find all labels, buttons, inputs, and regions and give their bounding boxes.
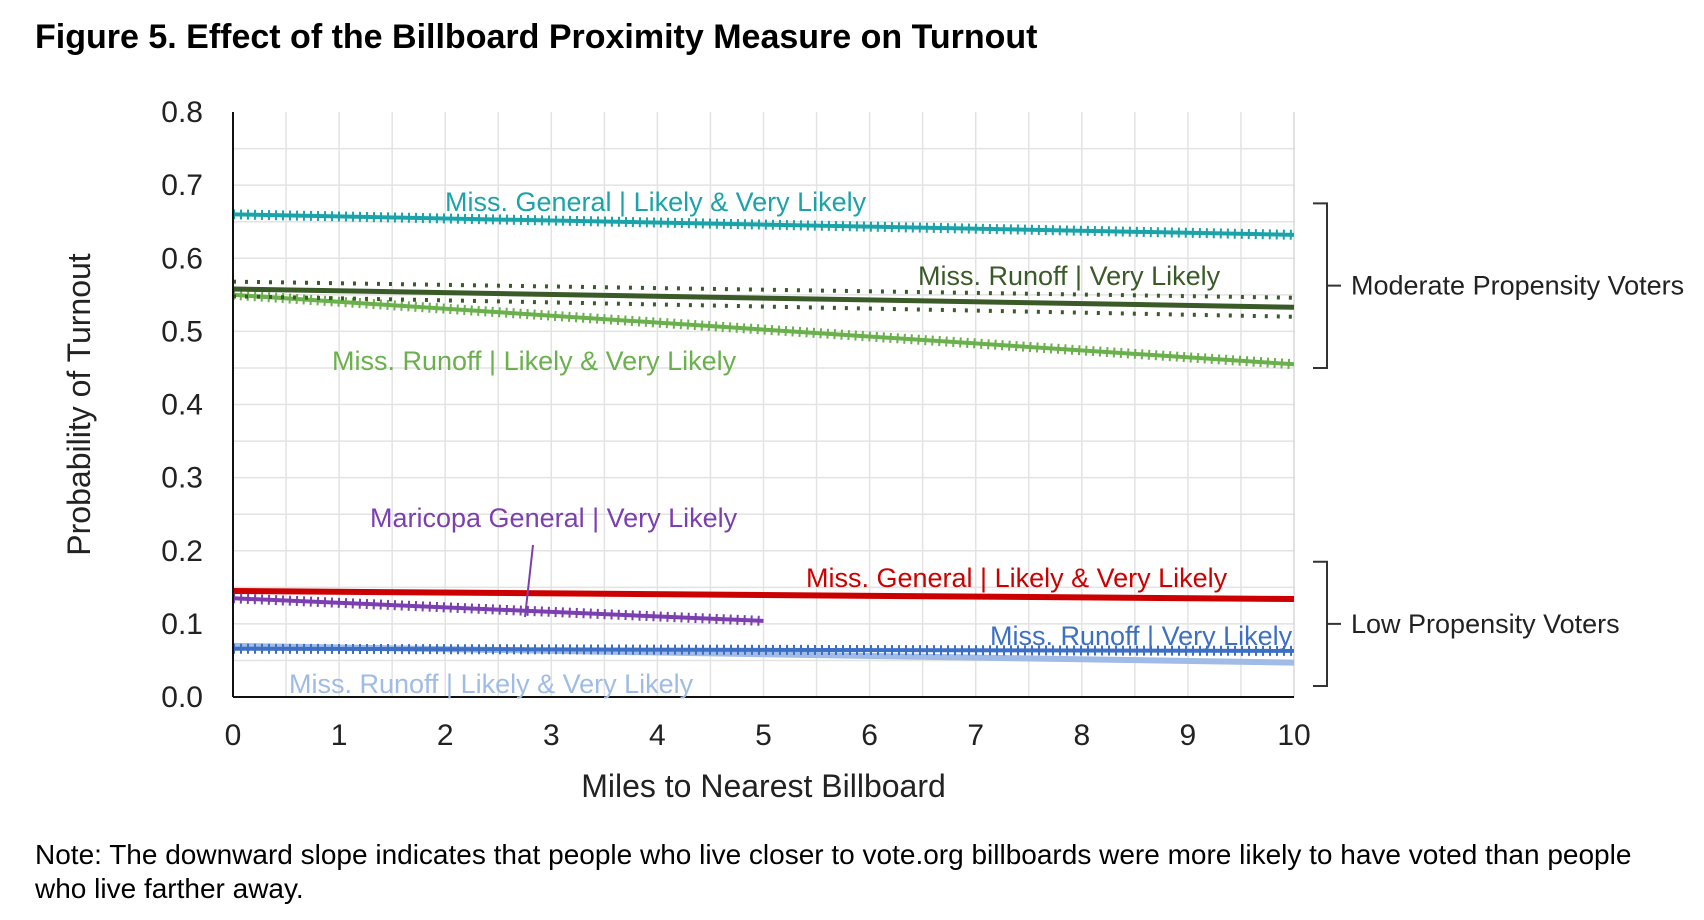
x-tick-label: 8 [1073, 719, 1090, 752]
series-label: Miss. Runoff | Very Likely [990, 621, 1293, 651]
maricopa-leader-line [524, 544, 534, 618]
series-label: Miss. General | Likely & Very Likely [806, 563, 1228, 593]
y-tick-label: 0.3 [161, 462, 203, 495]
group-label-moderate: Moderate Propensity Voters [1351, 271, 1684, 301]
x-tick-label: 4 [649, 719, 666, 752]
series-line-runoff-very-likely-moderate [232, 286, 1295, 310]
series-line-general-likely-low [232, 587, 1295, 603]
x-tick-label: 3 [543, 719, 560, 752]
y-tick-label: 0.2 [161, 535, 203, 568]
x-tick-label: 9 [1180, 719, 1197, 752]
y-tick-label: 0.7 [161, 169, 203, 202]
series-ci-lower-runoff-very-likely [232, 294, 1295, 319]
series-line-maricopa-general-markers [232, 593, 764, 626]
series-label: Miss. General | Likely & Very Likely [445, 187, 867, 217]
chart-axes: 0.0 0.1 0.2 0.3 0.4 0.5 0.6 0.7 0.8 0 1 2 3 4 5 6 7 8 9 10 M… [61, 96, 1311, 804]
group-bracket [1313, 202, 1341, 369]
series-ci-upper-runoff-very-likely [232, 279, 1295, 300]
series-line-runoff-likely-moderate [232, 292, 1295, 367]
series-label: Miss. Runoff | Likely & Very Likely [289, 669, 694, 699]
y-tick-label: 0.4 [161, 389, 203, 422]
y-tick-label: 0.6 [161, 242, 203, 275]
series-label: Miss. Runoff | Likely & Very Likely [332, 346, 737, 376]
y-axis-title: Probability of Turnout [61, 253, 97, 556]
y-tick-label: 0.8 [161, 96, 203, 129]
x-tick-label: 1 [331, 719, 348, 752]
series-layer [232, 209, 1295, 666]
y-tick-label: 0.1 [161, 608, 203, 641]
y-tick-label: 0.5 [161, 315, 203, 348]
figure-note: Note: The downward slope indicates that … [35, 839, 1632, 904]
x-tick-label: 10 [1277, 719, 1310, 752]
x-axis-title: Miles to Nearest Billboard [581, 768, 946, 804]
turnout-chart: 0.0 0.1 0.2 0.3 0.4 0.5 0.6 0.7 0.8 0 1 2 3 4 5 6 7 8 9 10 M… [61, 96, 1684, 804]
x-tick-label: 2 [437, 719, 454, 752]
series-label: Maricopa General | Very Likely [370, 503, 738, 533]
x-tick-label: 0 [225, 719, 242, 752]
figure-title: Figure 5. Effect of the Billboard Proxim… [35, 18, 1038, 56]
y-tick-label: 0.0 [161, 681, 203, 714]
chart-labels: Miss. General | Likely & Very Likely Miss… [289, 187, 1684, 699]
group-label-low: Low Propensity Voters [1351, 609, 1620, 639]
series-line-general-likely-moderate-markers [232, 209, 1295, 240]
x-tick-label: 5 [755, 719, 772, 752]
x-tick-label: 7 [967, 719, 984, 752]
x-tick-label: 6 [861, 719, 878, 752]
series-line-runoff-very-likely-low-markers [232, 643, 1295, 656]
group-bracket [1313, 560, 1341, 688]
series-label: Miss. Runoff | Very Likely [918, 261, 1221, 291]
